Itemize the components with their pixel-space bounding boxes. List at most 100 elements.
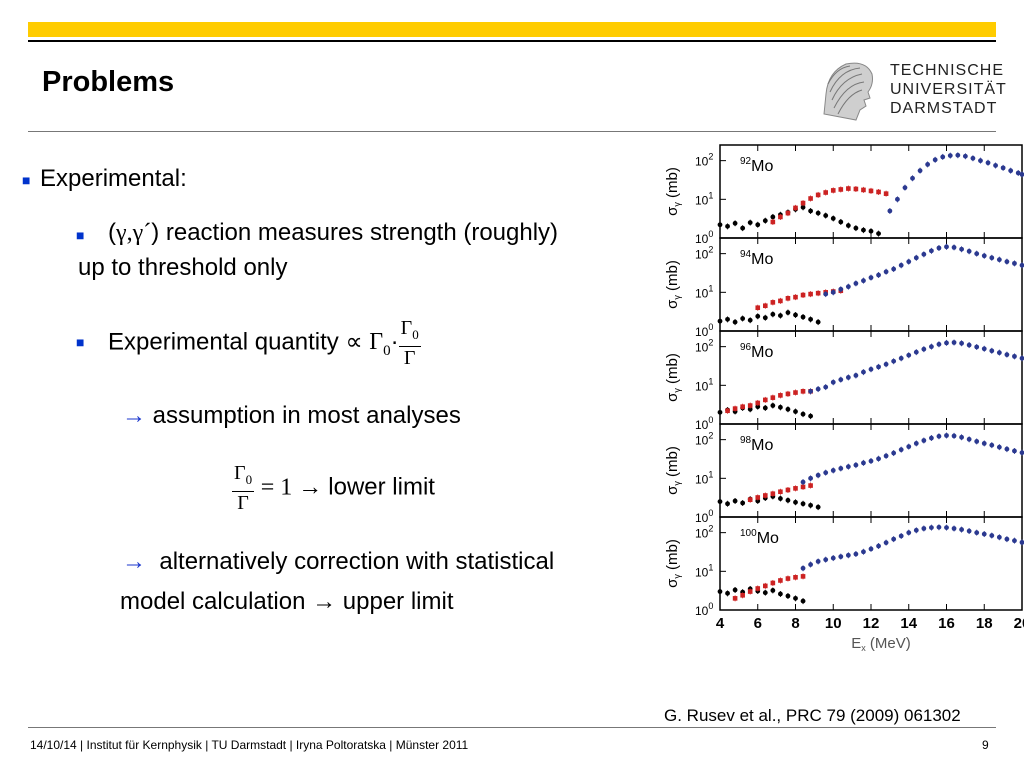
data-point — [747, 497, 753, 503]
data-point — [770, 311, 776, 317]
data-point — [861, 227, 866, 233]
data-point — [962, 153, 968, 159]
y-tick-label: 100 — [695, 322, 713, 339]
x-tick-label: 6 — [754, 615, 762, 632]
data-point — [830, 555, 836, 561]
data-point — [861, 460, 866, 466]
data-point — [823, 291, 829, 297]
y-tick-label: 102 — [695, 338, 713, 355]
data-point — [891, 266, 897, 272]
data-point — [955, 152, 961, 158]
data-point — [913, 349, 919, 355]
header-rule — [28, 40, 996, 42]
data-point — [1008, 168, 1014, 174]
data-point — [947, 153, 953, 159]
data-point — [883, 453, 889, 459]
data-point — [996, 257, 1002, 263]
y-tick-label: 100 — [695, 229, 713, 246]
data-point — [868, 228, 874, 234]
dot-operator: · — [390, 328, 399, 356]
data-point — [913, 255, 919, 261]
data-point — [996, 444, 1002, 450]
data-point — [717, 409, 723, 415]
bullet-reaction-line1: (γ,γ´) reaction measures strength (rough… — [108, 219, 558, 247]
data-point — [732, 596, 738, 601]
data-point — [815, 192, 821, 198]
data-point — [985, 160, 991, 166]
data-point — [1019, 172, 1024, 177]
data-point — [883, 269, 889, 275]
data-point — [925, 161, 931, 167]
data-point — [830, 188, 836, 193]
data-point — [778, 214, 783, 220]
x-tick-label: 12 — [863, 615, 880, 632]
data-point — [763, 303, 768, 309]
data-point — [989, 255, 995, 261]
data-point — [778, 313, 783, 319]
data-point — [951, 433, 957, 439]
data-point — [1012, 448, 1017, 454]
data-point — [1004, 446, 1010, 452]
data-point — [1004, 352, 1010, 358]
data-point — [940, 154, 946, 160]
equation-tail: = 1 → — [260, 474, 329, 501]
data-point — [966, 436, 972, 442]
data-point — [966, 248, 972, 254]
y-tick-label: 100 — [695, 508, 713, 525]
data-point — [876, 543, 881, 549]
data-point — [793, 294, 798, 300]
data-point — [770, 395, 776, 400]
x-tick-label: 14 — [900, 615, 917, 632]
data-point — [959, 246, 964, 252]
data-point — [838, 377, 844, 383]
data-point — [770, 219, 776, 225]
data-point — [793, 595, 798, 601]
data-point — [815, 210, 821, 216]
ratio-fraction: Γ0 Γ — [232, 462, 255, 514]
data-point — [891, 536, 897, 542]
y-tick-label: 102 — [695, 152, 713, 169]
data-point — [898, 355, 904, 361]
isotope-label: 96Mo — [740, 342, 773, 361]
data-point — [887, 208, 893, 214]
data-point — [800, 204, 806, 210]
data-point — [725, 408, 730, 414]
data-point — [762, 405, 768, 411]
data-point — [868, 366, 874, 372]
reaction-text: ) reaction measures strength (roughly) — [151, 219, 559, 246]
data-point — [921, 526, 927, 531]
lower-limit-text: lower limit — [328, 473, 435, 501]
isotope-label: 100Mo — [740, 528, 779, 547]
data-point — [981, 440, 987, 446]
y-axis-label: σγ (mb) — [664, 539, 682, 588]
data-point — [944, 340, 949, 346]
data-point — [740, 225, 746, 231]
data-point — [808, 502, 813, 508]
data-point — [974, 344, 980, 350]
arrow-icon: → — [122, 549, 146, 575]
y-axis-label: σγ (mb) — [664, 353, 682, 402]
x-tick-label: 20 — [1014, 615, 1024, 632]
data-point — [808, 388, 813, 394]
x-tick-label: 4 — [716, 615, 725, 632]
data-point — [861, 369, 866, 375]
data-point — [974, 530, 980, 536]
data-point — [785, 497, 791, 503]
data-point — [793, 499, 798, 505]
data-point — [966, 528, 972, 534]
x-tick-label: 16 — [938, 615, 955, 632]
lower-limit-equation: Γ0 Γ = 1 → lower limit — [232, 462, 435, 514]
data-point — [732, 587, 738, 593]
data-point — [853, 281, 859, 286]
data-point — [747, 589, 753, 594]
bullet-square-icon: ■ — [76, 227, 85, 243]
data-point — [853, 373, 859, 378]
isotope-label: 98Mo — [740, 435, 773, 454]
data-point — [970, 155, 976, 161]
data-point — [800, 574, 806, 579]
data-point — [747, 220, 753, 226]
data-point — [785, 593, 791, 599]
data-point — [755, 305, 761, 311]
gamma-gamma: γ,γ´ — [116, 220, 152, 246]
data-point — [868, 546, 874, 552]
